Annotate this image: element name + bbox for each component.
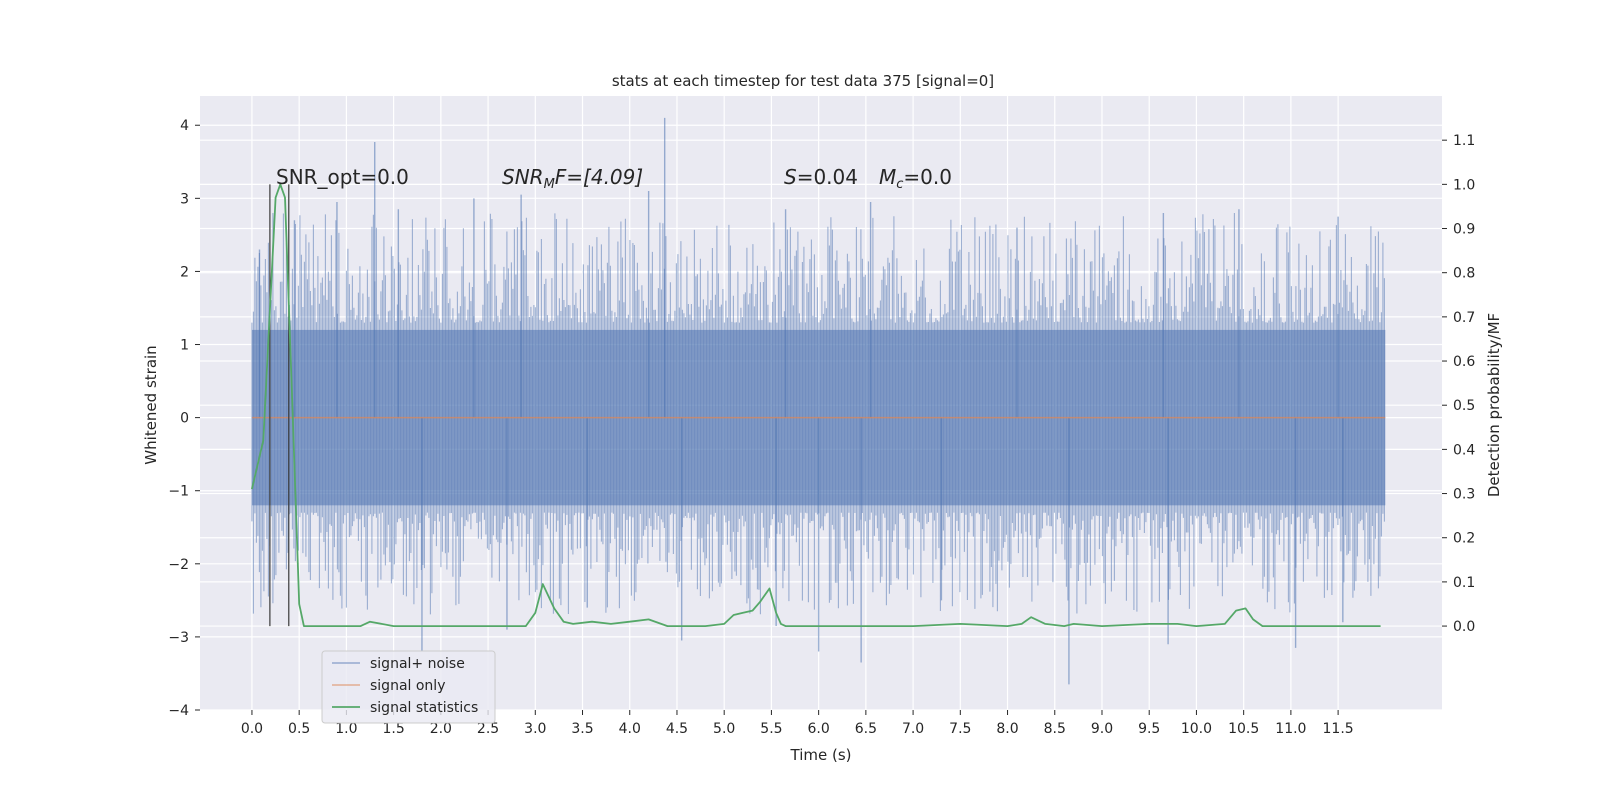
x-tick-label: 0.5 bbox=[288, 721, 310, 737]
y2-tick-label: 0.9 bbox=[1453, 222, 1475, 238]
y-tick-label: 3 bbox=[180, 191, 189, 207]
x-tick-label: 4.0 bbox=[619, 721, 641, 737]
y2-axis-ticks: 0.0 0.1 0.2 0.3 0.4 0.5 0.6 0.7 0.8 0.9 1.0 1.1 bbox=[1442, 133, 1475, 635]
series-signal-statistics bbox=[251, 183, 1381, 627]
y-tick-label: −4 bbox=[168, 703, 189, 719]
y-tick-label: −1 bbox=[168, 484, 189, 500]
y-tick-label: −2 bbox=[168, 557, 189, 573]
x-axis-label: Time (s) bbox=[790, 746, 852, 764]
legend: signal+ noise signal only signal statist… bbox=[321, 650, 496, 724]
s-label: S bbox=[784, 165, 797, 189]
y2-tick-label: 0.7 bbox=[1453, 310, 1475, 326]
legend-box bbox=[321, 650, 496, 724]
y-tick-label: 1 bbox=[180, 338, 189, 354]
y-axis-ticks: −4 −3 −2 −1 0 1 2 3 4 bbox=[168, 118, 200, 719]
y-tick-label: 4 bbox=[180, 118, 189, 134]
y2-tick-label: 0.2 bbox=[1453, 531, 1475, 547]
y2-tick-label: 0.5 bbox=[1453, 398, 1475, 414]
y-tick-label: 2 bbox=[180, 264, 189, 280]
y2-tick-label: 0.4 bbox=[1453, 442, 1475, 458]
x-tick-label: 4.5 bbox=[666, 721, 688, 737]
x-tick-label: 5.0 bbox=[713, 721, 735, 737]
x-tick-label: 7.5 bbox=[949, 721, 971, 737]
vertical-markers bbox=[269, 184, 290, 627]
x-tick-label: 9.0 bbox=[1091, 721, 1113, 737]
x-axis-ticks: 0.0 0.5 1.0 1.5 2.0 2.5 3.0 3.5 4.0 4.5 5.0 5.5 6.0 6… bbox=[241, 710, 1354, 737]
x-tick-label: 3.0 bbox=[524, 721, 546, 737]
x-tick-label: 1.5 bbox=[382, 721, 404, 737]
y-tick-label: −3 bbox=[168, 630, 189, 646]
y2-tick-label: 0.1 bbox=[1453, 575, 1475, 591]
annotation-mc: Mc=0.0 bbox=[879, 165, 952, 192]
x-tick-label: 10.5 bbox=[1228, 721, 1259, 737]
mc-base: M bbox=[879, 165, 896, 189]
chart-title: stats at each timestep for test data 375… bbox=[612, 72, 994, 90]
y-axis-label: Whitened strain bbox=[142, 345, 160, 464]
y2-tick-label: 0.8 bbox=[1453, 266, 1475, 282]
legend-entry-signal-only: signal only bbox=[370, 678, 445, 694]
x-tick-label: 10.0 bbox=[1181, 721, 1212, 737]
x-tick-label: 5.5 bbox=[760, 721, 782, 737]
y2-tick-label: 1.1 bbox=[1453, 133, 1475, 149]
x-tick-label: 1.0 bbox=[335, 721, 357, 737]
s-value: =0.04 bbox=[797, 165, 858, 189]
snr-mf-rest: F=[4.09] bbox=[555, 165, 643, 189]
snr-mf-base: SNR bbox=[502, 165, 544, 189]
x-tick-label: 6.5 bbox=[855, 721, 877, 737]
x-tick-label: 11.5 bbox=[1323, 721, 1354, 737]
y2-tick-label: 0.3 bbox=[1453, 487, 1475, 503]
x-tick-label: 6.0 bbox=[808, 721, 830, 737]
annotation-s: S=0.04 bbox=[784, 165, 858, 189]
x-tick-label: 2.0 bbox=[430, 721, 452, 737]
noise-trace bbox=[251, 213, 1385, 615]
y-tick-label: 0 bbox=[180, 411, 189, 427]
annotation-snr-opt: SNR_opt=0.0 bbox=[276, 165, 409, 189]
y2-tick-label: 0.6 bbox=[1453, 354, 1475, 370]
x-tick-label: 0.0 bbox=[241, 721, 263, 737]
mc-sub: c bbox=[896, 177, 903, 192]
x-tick-label: 3.5 bbox=[571, 721, 593, 737]
snr-mf-sub: M bbox=[544, 177, 555, 192]
signal-statistics-line bbox=[251, 183, 1381, 627]
x-tick-label: 11.0 bbox=[1275, 721, 1306, 737]
annotation-snr-mf: SNRMF=[4.09] bbox=[502, 165, 643, 192]
x-tick-label: 2.5 bbox=[477, 721, 499, 737]
x-tick-label: 9.5 bbox=[1138, 721, 1160, 737]
mc-value: =0.0 bbox=[903, 165, 952, 189]
legend-entry-signal-noise: signal+ noise bbox=[370, 656, 465, 672]
x-tick-label: 8.5 bbox=[1044, 721, 1066, 737]
y2-tick-label: 1.0 bbox=[1453, 177, 1475, 193]
x-tick-label: 8.0 bbox=[996, 721, 1018, 737]
y2-axis-label: Detection probability/MF bbox=[1485, 313, 1503, 497]
y2-tick-label: 0.0 bbox=[1453, 619, 1475, 635]
legend-entry-signal-statistics: signal statistics bbox=[370, 700, 478, 716]
x-tick-label: 7.0 bbox=[902, 721, 924, 737]
